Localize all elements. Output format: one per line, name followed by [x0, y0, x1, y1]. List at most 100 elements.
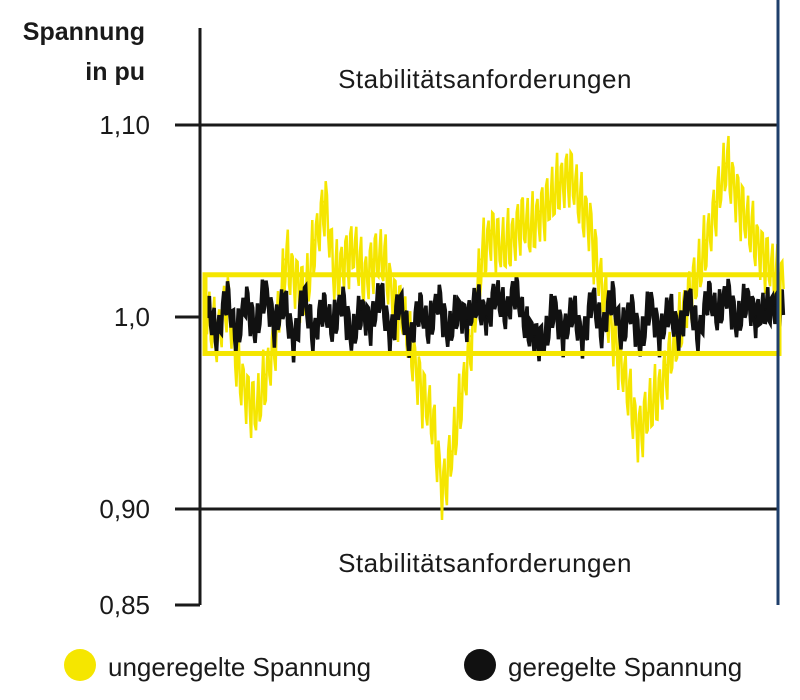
data-point: [558, 181, 561, 184]
data-point: [696, 335, 700, 338]
data-point: [382, 258, 385, 261]
data-point: [450, 450, 453, 453]
data-point: [619, 335, 623, 338]
data-point: [359, 308, 363, 311]
series-layer: [205, 135, 786, 521]
data-point: [735, 325, 738, 328]
data-point: [263, 288, 266, 292]
data-point: [587, 219, 591, 223]
data-point: [417, 304, 420, 307]
data-point: [577, 200, 581, 203]
data-point: [715, 200, 718, 203]
data-point: [571, 308, 574, 311]
data-point: [658, 335, 661, 338]
legend-label-yellow: ungeregelte Spannung: [108, 652, 371, 682]
data-point: [470, 335, 473, 338]
data-point: [513, 287, 517, 290]
data-point: [475, 300, 478, 303]
data-point: [744, 219, 747, 223]
data-point: [504, 312, 507, 315]
data-point: [744, 296, 748, 299]
data-point: [552, 304, 555, 307]
data-point: [626, 392, 630, 395]
data-point: [340, 296, 343, 299]
data-point: [480, 258, 483, 261]
data-point: [667, 308, 671, 311]
data-point: [391, 296, 395, 299]
data-point: [254, 411, 258, 415]
data-point: [292, 342, 295, 346]
data-point: [323, 200, 326, 203]
legend-marker-yellow: [64, 649, 96, 681]
data-point: [725, 288, 729, 292]
annotation-upper: Stabilitätsanforderungen: [338, 64, 632, 94]
data-point: [293, 277, 297, 280]
data-point: [460, 392, 463, 395]
y-tick-label: 1,0: [114, 302, 150, 332]
data-point: [597, 277, 600, 280]
data-point: [446, 335, 449, 338]
data-point: [342, 258, 346, 261]
data-point: [499, 248, 502, 251]
data-point: [764, 258, 767, 261]
data-point: [431, 421, 434, 424]
data-point: [509, 239, 512, 242]
y-tick-label: 0,85: [99, 590, 150, 620]
data-point: [350, 338, 353, 342]
data-point: [225, 292, 228, 296]
data-point: [542, 342, 546, 346]
data-point: [235, 363, 238, 367]
data-point: [362, 277, 365, 280]
data-point: [494, 292, 497, 296]
data-point: [590, 296, 594, 299]
data-point: [773, 304, 777, 307]
data-point: [253, 331, 257, 334]
limit-lines: [175, 123, 778, 511]
annotation-lower: Stabilitätsanforderungen: [338, 548, 632, 578]
data-point: [529, 229, 532, 232]
data-point: [302, 292, 305, 296]
data-point: [489, 229, 493, 232]
y-axis-label-line2: in pu: [85, 58, 145, 86]
data-point: [313, 239, 316, 242]
data-point: [352, 248, 356, 251]
data-point: [754, 239, 757, 242]
data-point: [629, 304, 632, 307]
data-point: [215, 335, 218, 338]
data-point: [369, 323, 372, 326]
data-point: [538, 210, 542, 213]
data-point: [436, 294, 440, 298]
data-point: [282, 300, 286, 303]
data-point: [465, 319, 469, 322]
data-point: [519, 219, 522, 223]
data-point: [331, 327, 334, 330]
data-point: [245, 392, 248, 395]
data-point: [639, 344, 642, 347]
data-point: [311, 335, 315, 338]
data-point: [440, 488, 444, 491]
data-point: [646, 411, 649, 415]
data-point: [321, 304, 324, 307]
legend-label-black: geregelte Spannung: [508, 652, 742, 682]
data-point: [687, 296, 690, 299]
y-tick-label: 0,90: [99, 494, 150, 524]
data-point: [705, 239, 708, 242]
data-point: [610, 292, 613, 296]
data-point: [562, 335, 565, 338]
data-point: [523, 323, 526, 326]
data-point: [284, 258, 287, 261]
data-point: [388, 335, 392, 338]
data-point: [568, 171, 571, 175]
y-ticks: 1,10 1,0 0,90 0,85: [99, 110, 200, 620]
data-point: [734, 191, 737, 194]
data-point: [264, 373, 267, 376]
data-point: [656, 392, 659, 395]
data-point: [636, 431, 640, 434]
data-point: [773, 277, 777, 280]
legend: ungeregelte Spannung geregelte Spannung: [64, 649, 742, 682]
data-point: [648, 300, 651, 303]
series-line: [205, 275, 786, 363]
data-point: [706, 292, 709, 296]
legend-marker-black: [464, 649, 496, 681]
